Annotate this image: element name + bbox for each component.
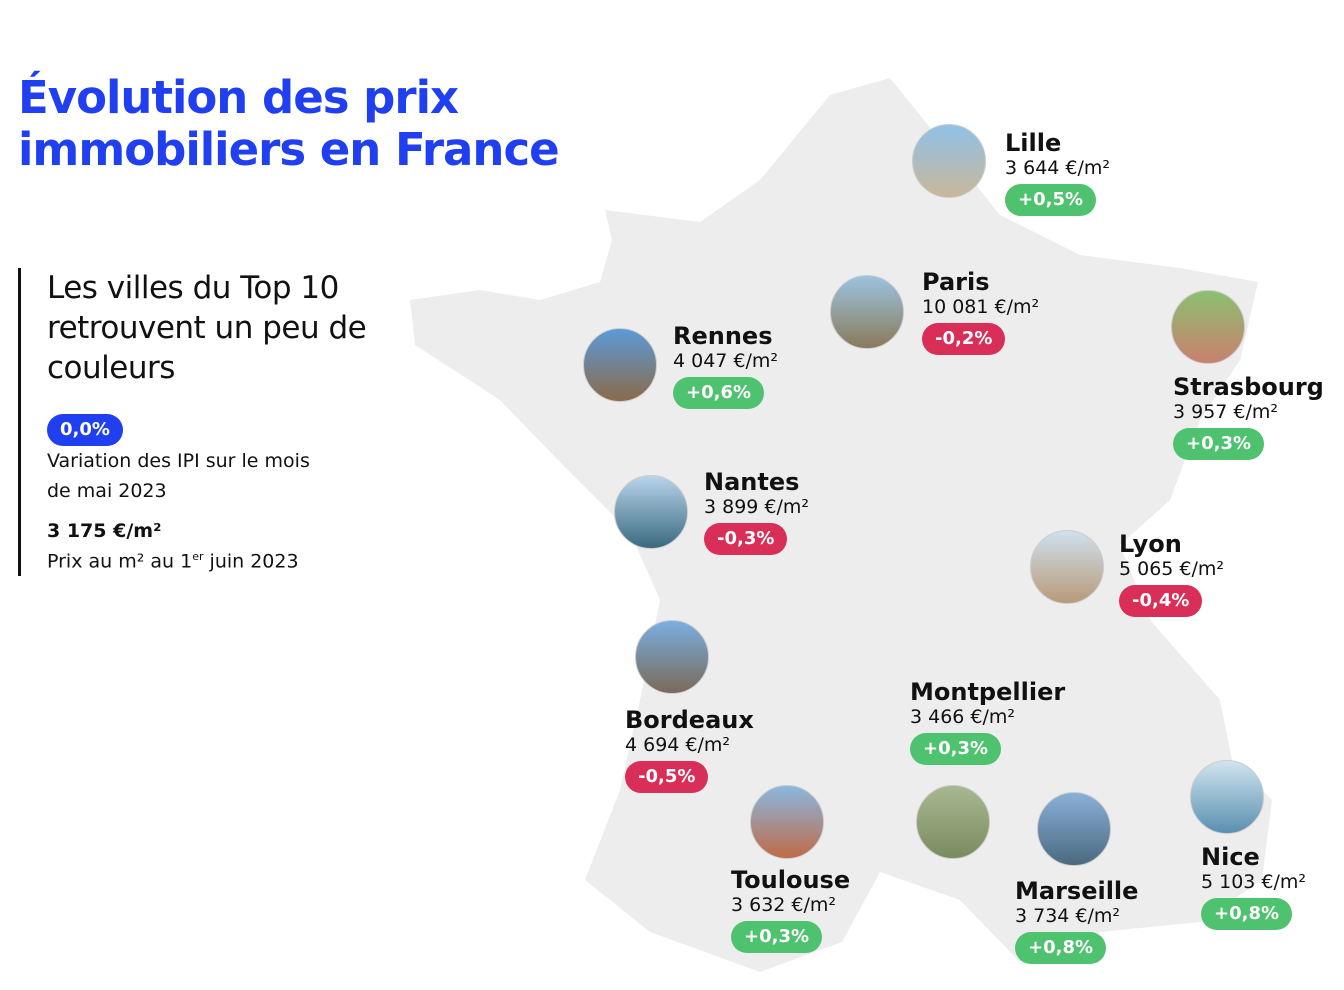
city-change-badge: -0,3% xyxy=(704,523,788,555)
city-photo-lille xyxy=(912,124,986,198)
city-change-badge: -0,4% xyxy=(1119,585,1203,617)
variation-label: Variation des IPI sur le mois de mai 202… xyxy=(47,450,310,502)
city-price: 5 065 €/m² xyxy=(1119,558,1225,580)
city-price: 3 632 €/m² xyxy=(731,894,837,916)
city-change-badge: +0,6% xyxy=(673,377,765,409)
city-photo-paris xyxy=(830,275,904,349)
price-label-date: juin 2023 xyxy=(203,550,299,573)
city-paris: Paris 10 081 €/m² -0,2% xyxy=(922,269,1039,355)
france-shape xyxy=(410,78,1272,972)
city-change-badge: +0,5% xyxy=(1005,184,1097,216)
city-lyon: Lyon 5 065 €/m² -0,4% xyxy=(1119,531,1224,617)
city-photo-lyon xyxy=(1030,530,1104,604)
city-name: Marseille xyxy=(1015,877,1139,905)
city-montpellier: Montpellier 3 466 €/m² +0,3% xyxy=(910,679,1065,765)
city-name: Toulouse xyxy=(731,866,851,894)
city-price: 4 694 €/m² xyxy=(625,734,731,756)
city-change-badge: -0,5% xyxy=(625,761,709,793)
city-photo-bordeaux xyxy=(635,620,709,694)
city-price: 3 899 €/m² xyxy=(704,496,810,518)
city-change-badge: -0,2% xyxy=(922,323,1006,355)
city-lille: Lille 3 644 €/m² +0,5% xyxy=(1005,130,1110,216)
city-price: 3 466 €/m² xyxy=(910,706,1016,728)
city-change-badge: +0,8% xyxy=(1015,932,1107,964)
city-name: Strasbourg xyxy=(1173,373,1324,401)
city-nantes: Nantes 3 899 €/m² -0,3% xyxy=(704,469,809,555)
city-toulouse: Toulouse 3 632 €/m² +0,3% xyxy=(731,867,850,953)
page-title: Évolution des prix immobiliers en France xyxy=(18,71,560,176)
summary-heading: Les villes du Top 10 retrouvent un peu d… xyxy=(47,270,367,386)
variation-badge: 0,0% xyxy=(47,414,123,446)
city-photo-strasbourg xyxy=(1171,290,1245,364)
city-photo-nantes xyxy=(614,475,688,549)
city-name: Lyon xyxy=(1119,530,1182,558)
city-name: Nice xyxy=(1201,843,1260,871)
city-price: 10 081 €/m² xyxy=(922,296,1040,318)
city-photo-marseille xyxy=(1037,792,1111,866)
price-label-sup: er xyxy=(192,550,204,563)
city-name: Lille xyxy=(1005,129,1062,157)
city-change-badge: +0,8% xyxy=(1201,898,1293,930)
city-strasbourg: Strasbourg 3 957 €/m² +0,3% xyxy=(1173,374,1324,460)
city-price: 4 047 €/m² xyxy=(673,350,779,372)
price-label-text: Prix au m² au 1 xyxy=(47,550,193,573)
national-price: 3 175 €/m² xyxy=(47,520,162,542)
city-photo-nice xyxy=(1190,760,1264,834)
city-photo-rennes xyxy=(583,328,657,402)
city-name: Bordeaux xyxy=(625,706,754,734)
title-line-1: Évolution des prix xyxy=(18,71,459,124)
city-photo-toulouse xyxy=(750,785,824,859)
city-name: Rennes xyxy=(673,322,773,350)
city-rennes: Rennes 4 047 €/m² +0,6% xyxy=(673,323,778,409)
city-change-badge: +0,3% xyxy=(731,921,823,953)
city-marseille: Marseille 3 734 €/m² +0,8% xyxy=(1015,878,1138,964)
city-change-badge: +0,3% xyxy=(910,733,1002,765)
city-name: Montpellier xyxy=(910,678,1066,706)
city-photo-montpellier xyxy=(916,785,990,859)
city-price: 3 957 €/m² xyxy=(1173,401,1279,423)
city-price: 3 734 €/m² xyxy=(1015,905,1121,927)
city-change-badge: +0,3% xyxy=(1173,428,1265,460)
city-price: 3 644 €/m² xyxy=(1005,157,1111,179)
city-name: Nantes xyxy=(704,468,800,496)
city-price: 5 103 €/m² xyxy=(1201,871,1307,893)
city-bordeaux: Bordeaux 4 694 €/m² -0,5% xyxy=(625,707,754,793)
city-name: Paris xyxy=(922,268,990,296)
summary-panel: Les villes du Top 10 retrouvent un peu d… xyxy=(18,268,377,576)
price-label: Prix au m² au 1er juin 2023 xyxy=(47,542,377,576)
title-line-2: immobiliers en France xyxy=(18,123,560,176)
city-nice: Nice 5 103 €/m² +0,8% xyxy=(1201,844,1306,930)
